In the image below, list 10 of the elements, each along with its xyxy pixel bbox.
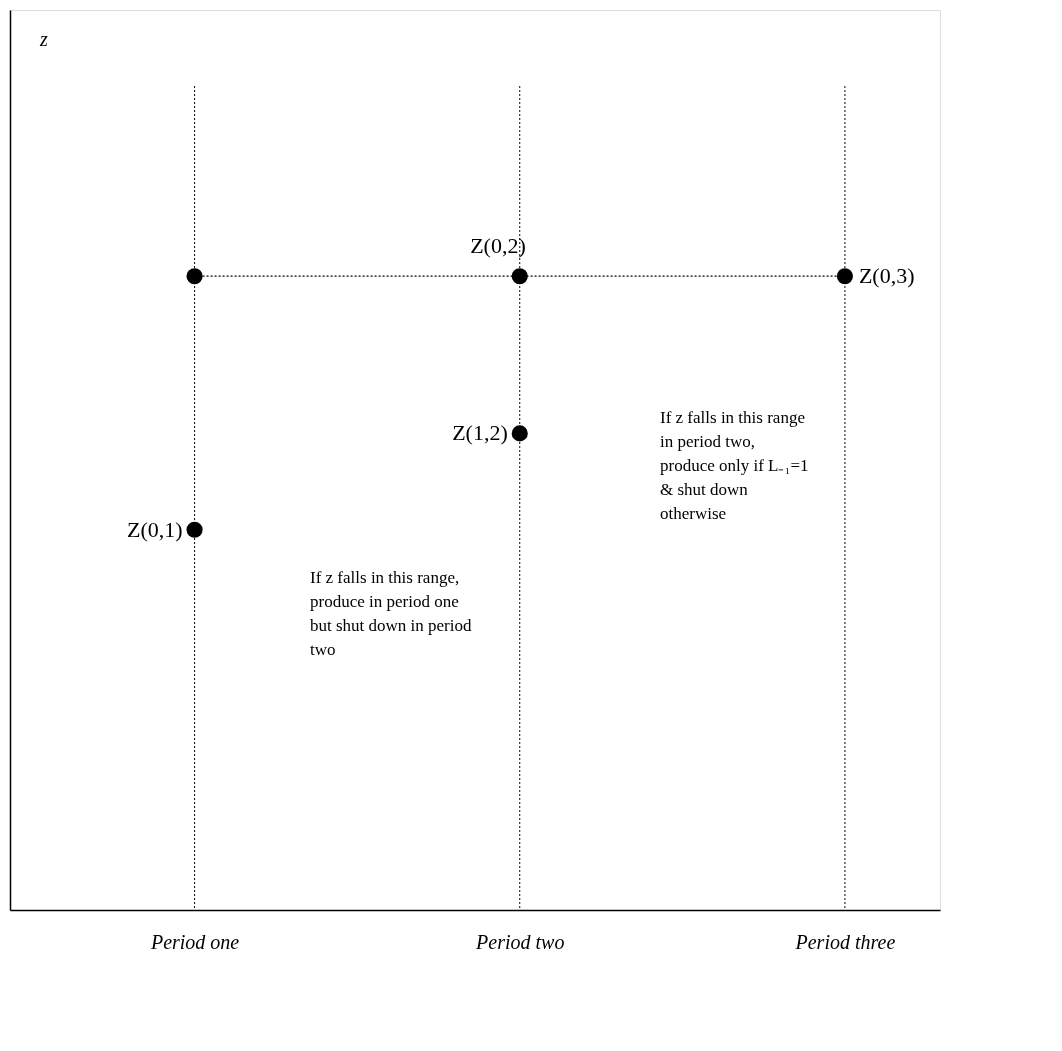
x-tick-label: Period one xyxy=(149,930,240,953)
annotation: Z(0,1) xyxy=(126,516,183,542)
x-tick-label: Period two xyxy=(475,930,565,953)
annotation: If z falls in this range, produce in period one but shut down in period two xyxy=(310,568,472,659)
annotation: Z(0,3) xyxy=(858,263,915,289)
text: z xyxy=(39,28,48,50)
annotation: Z(1,2) xyxy=(452,420,508,446)
annotation: Z(0,2) xyxy=(470,233,526,259)
x-tick-label: Period three xyxy=(794,930,896,953)
annotation: If z falls in this range in period two, produce only if L₋₁=1 & shut down otherwise xyxy=(660,408,809,523)
